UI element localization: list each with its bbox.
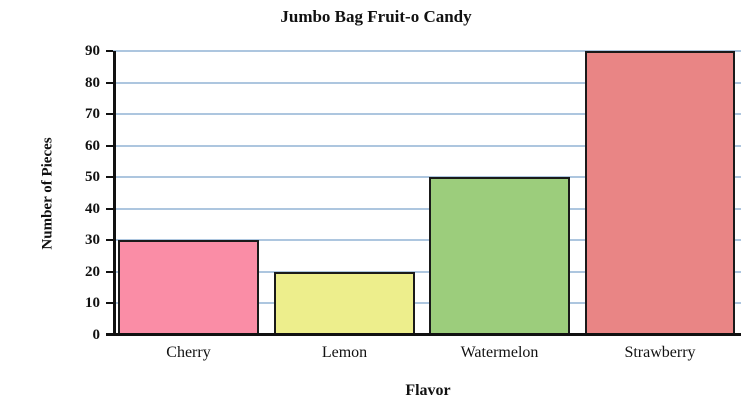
y-tick-mark-90 [106, 50, 113, 52]
bar-watermelon [429, 177, 570, 335]
y-tick-label-80: 80 [85, 75, 100, 91]
y-tick-label-10: 10 [85, 295, 100, 311]
y-tick-label-50: 50 [85, 169, 100, 185]
bar-strawberry [585, 51, 735, 335]
y-tick-label-70: 70 [85, 106, 100, 122]
gridline-80 [113, 82, 741, 84]
gridline-10 [113, 302, 741, 304]
y-axis-title: Number of Pieces [33, 51, 63, 335]
bar-cherry [118, 240, 259, 335]
chart-title: Jumbo Bag Fruit-o Candy [280, 7, 472, 26]
x-tick-label-strawberry: Strawberry [624, 344, 696, 361]
y-tick-mark-60 [106, 145, 113, 147]
y-tick-label-20: 20 [85, 264, 100, 280]
y-tick-mark-80 [106, 82, 113, 84]
gridline-30 [113, 239, 741, 241]
x-axis-title: Flavor [405, 382, 451, 399]
x-axis-line [106, 333, 741, 336]
y-tick-label-90: 90 [85, 43, 100, 59]
y-tick-mark-30 [106, 239, 113, 241]
gridline-90 [113, 50, 741, 52]
gridline-40 [113, 208, 741, 210]
gridline-20 [113, 271, 741, 273]
y-tick-label-40: 40 [85, 201, 100, 217]
y-axis-line [113, 51, 116, 336]
x-tick-label-cherry: Cherry [166, 344, 211, 361]
gridline-70 [113, 113, 741, 115]
y-tick-label-30: 30 [85, 232, 100, 248]
x-tick-label-watermelon: Watermelon [460, 344, 539, 361]
bar-lemon [274, 272, 415, 335]
y-tick-mark-70 [106, 113, 113, 115]
gridline-50 [113, 176, 741, 178]
y-tick-label-0: 0 [92, 327, 101, 343]
y-tick-mark-40 [106, 208, 113, 210]
y-tick-mark-20 [106, 271, 113, 273]
y-tick-mark-10 [106, 302, 113, 304]
plot-area [106, 50, 741, 336]
gridline-60 [113, 145, 741, 147]
y-tick-label-60: 60 [85, 138, 100, 154]
y-tick-mark-50 [106, 176, 113, 178]
x-tick-label-lemon: Lemon [321, 344, 368, 361]
